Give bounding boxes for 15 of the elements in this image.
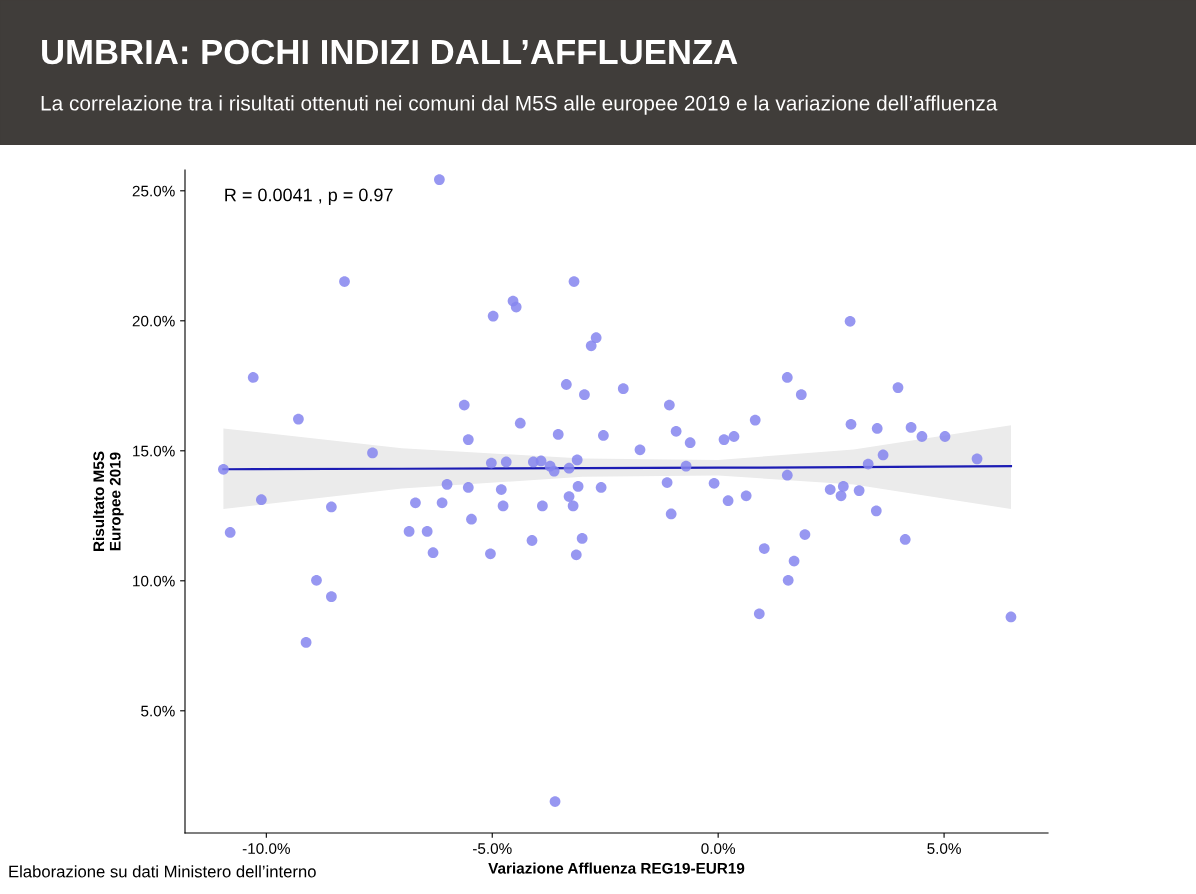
x-axis-title: Variazione Affluenza REG19-EUR19 (488, 862, 745, 874)
text: Elaborazione su dati Ministero dell’interno (9, 865, 316, 878)
y-tick-label: 5.0% (141, 705, 175, 717)
x-tick-label: 5.0% (927, 843, 961, 854)
chart-title: UMBRIA: POCHI INDIZI DALL’AFFLUENZA (42, 39, 738, 65)
x-tick-label: -10.0% (242, 843, 290, 854)
y-tick-label: 25.0% (132, 185, 175, 197)
chart-subtitle: La correlazione tra i risultati ottenuti nei comuni dal M5S alle europee 2019 e la variazione dell’affluenza (41, 95, 998, 115)
y-tick-label: 20.0% (132, 315, 175, 327)
annotation: R = 0.0041 , p = 0.97 (225, 188, 393, 205)
y-tick-label: 10.0% (133, 575, 175, 587)
x-tick-label: 0.0% (701, 843, 736, 854)
x-tick-label: -5.0% (472, 843, 512, 854)
y-axis-title: Risultato M5S Europee 2019 (92, 451, 124, 551)
y-tick-label: 15.0% (133, 445, 175, 457)
